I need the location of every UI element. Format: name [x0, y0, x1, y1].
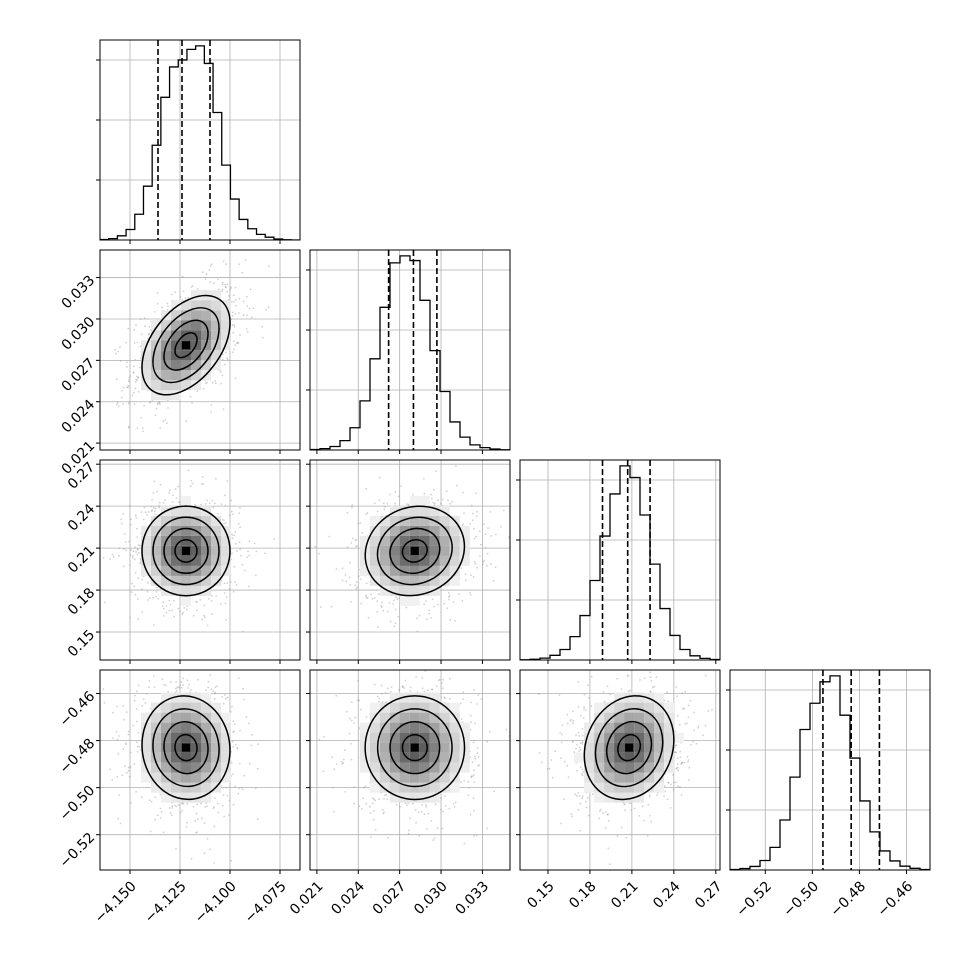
contour-4 — [364, 505, 466, 597]
contour-2 — [163, 720, 209, 775]
panel-frame — [99, 249, 301, 451]
x-tick-label: 0.027 — [370, 878, 410, 918]
contour-1 — [174, 538, 198, 563]
panel-3-1 — [306, 669, 511, 874]
contour-1 — [401, 539, 428, 563]
panel-frame — [519, 669, 721, 871]
y-tick-label: −0.48 — [57, 736, 99, 778]
panel-frame — [99, 459, 301, 661]
y-tick-label: 0.24 — [65, 501, 98, 534]
contour-2 — [163, 319, 209, 371]
contour-3 — [152, 708, 220, 788]
y-tick-label: 0.024 — [59, 397, 99, 437]
density-cells — [574, 692, 685, 803]
panel-frame — [309, 459, 511, 661]
x-tick-label: −0.46 — [875, 878, 917, 920]
panel-1-0 — [96, 249, 301, 454]
panel-2-2 — [516, 459, 721, 664]
x-tick-label: 0.21 — [608, 878, 641, 911]
y-tick-label: 0.21 — [65, 543, 98, 576]
panel-1-1 — [306, 249, 511, 454]
panel-3-0 — [96, 669, 301, 874]
x-tick-label: 0.27 — [692, 878, 725, 911]
x-tick-label: 0.030 — [411, 878, 451, 918]
y-tick-label: 0.033 — [59, 273, 99, 313]
x-tick-label: 0.024 — [328, 878, 368, 918]
x-tick-label: −0.52 — [733, 878, 775, 920]
histogram-0 — [100, 45, 300, 240]
density-peak — [182, 341, 190, 350]
contour-1 — [174, 733, 198, 762]
panel-2-1 — [306, 459, 511, 664]
panel-frame — [99, 39, 301, 241]
x-tick-label: −0.48 — [828, 878, 870, 920]
x-tick-label: −0.50 — [780, 878, 822, 920]
density-peak — [625, 743, 634, 752]
density-peak — [410, 546, 419, 555]
x-tick-label: 0.24 — [650, 878, 683, 911]
contour-3 — [152, 307, 220, 384]
contour-4 — [583, 695, 675, 801]
contour-1 — [174, 331, 198, 359]
contour-4 — [141, 505, 231, 597]
contour-2 — [163, 527, 209, 575]
x-tick-label: 0.021 — [287, 878, 327, 918]
x-tick-label: 0.15 — [524, 878, 557, 911]
y-tick-label: −0.50 — [57, 783, 99, 825]
y-tick-label: 0.18 — [65, 585, 98, 618]
contour-2 — [389, 720, 441, 775]
contour-4 — [141, 695, 231, 801]
x-tick-label: −4.075 — [242, 878, 290, 926]
y-tick-label: −0.52 — [57, 830, 99, 872]
y-tick-label: 0.15 — [65, 627, 98, 660]
histogram-2 — [520, 465, 720, 660]
x-tick-label: −4.100 — [192, 878, 240, 926]
contour-3 — [376, 708, 453, 788]
contour-2 — [605, 721, 653, 775]
y-tick-label: 0.030 — [59, 314, 99, 354]
panel-2-0 — [96, 459, 301, 664]
panel-3-2 — [516, 669, 721, 874]
contour-1 — [617, 733, 642, 762]
contour-2 — [389, 527, 441, 575]
panel-frame — [99, 669, 301, 871]
panel-frame — [729, 669, 931, 871]
x-tick-label: 0.18 — [566, 878, 599, 911]
contour-4 — [364, 695, 466, 801]
x-tick-label: −4.150 — [92, 878, 140, 926]
panel-3-3 — [726, 669, 931, 874]
contour-3 — [376, 516, 453, 586]
contour-3 — [594, 708, 664, 788]
x-tick-label: −4.125 — [142, 878, 190, 926]
y-tick-label: −0.46 — [57, 688, 99, 730]
contour-3 — [152, 516, 220, 586]
density-peak — [182, 743, 190, 752]
panel-frame — [519, 459, 721, 661]
y-tick-label: 0.027 — [59, 355, 99, 395]
density-cells — [141, 692, 231, 803]
density-cells — [359, 495, 470, 606]
density-peak — [182, 546, 190, 555]
panel-0-0 — [96, 39, 301, 244]
x-tick-label: 0.033 — [453, 878, 493, 918]
panel-frame — [309, 669, 511, 871]
histogram-1 — [310, 255, 510, 450]
histogram-3 — [730, 675, 930, 870]
panel-frame — [309, 249, 511, 451]
density-peak — [410, 743, 419, 752]
contour-4 — [141, 294, 231, 396]
contour-1 — [401, 733, 428, 762]
